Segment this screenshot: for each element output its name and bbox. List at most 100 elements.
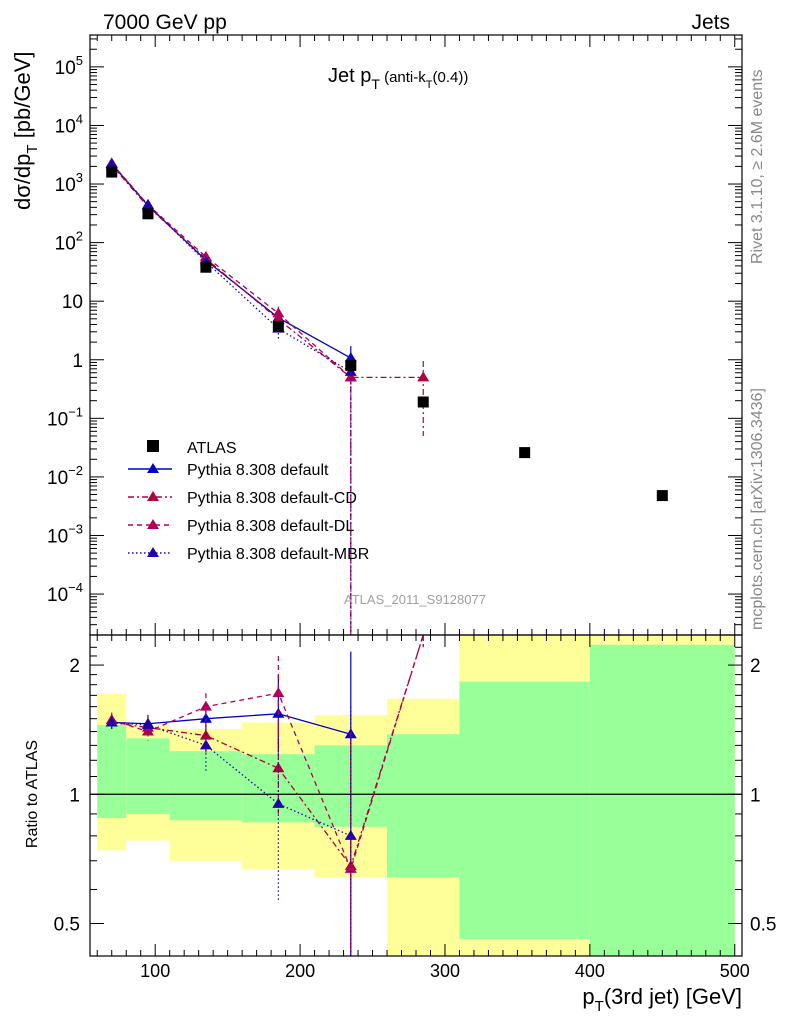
mcplots-reference-label: mcplots.cern.ch [arXiv:1306.3436] xyxy=(749,388,766,630)
ratio-band-green-2 xyxy=(169,751,243,821)
main-y-tick-label: 10−1 xyxy=(47,404,83,430)
main-y-axis-label-main: dσ/dp xyxy=(10,154,35,210)
ratio-y-tick-label-right: 2 xyxy=(750,656,761,677)
legend-atlas-marker xyxy=(147,440,159,452)
analysis-watermark: ATLAS_2011_S9128077 xyxy=(344,592,486,607)
legend-default-marker xyxy=(147,463,159,473)
ratio-band-green-6 xyxy=(459,681,590,940)
ratio-series-line-1 xyxy=(111,634,424,868)
ratio-uncertainty-bands xyxy=(97,635,735,956)
legend-mbr-marker xyxy=(147,547,159,557)
ratio-y-axis-label: Ratio to ATLAS xyxy=(24,740,41,848)
atlas-data-point xyxy=(519,447,531,459)
main-atlas-data xyxy=(106,166,668,502)
ratio-series-line-3 xyxy=(111,721,352,837)
legend-default-label: Pythia 8.308 default xyxy=(187,462,329,479)
x-axis-label: pT(3rd jet) [GeV] xyxy=(582,984,742,1015)
x-tick-label: 500 xyxy=(720,961,750,981)
header-energy-label: 7000 GeV pp xyxy=(103,11,227,34)
legend-entry-default: Pythia 8.308 default xyxy=(128,462,329,479)
main-y-tick-label: 105 xyxy=(55,53,83,79)
x-tick-label: 300 xyxy=(430,961,460,981)
main-y-tick-label: 10−3 xyxy=(47,521,83,547)
main-series-point-1 xyxy=(417,371,430,382)
legend-entry-dl: Pythia 8.308 default-DL xyxy=(128,518,354,535)
atlas-data-point xyxy=(417,396,429,408)
ratio-series-point-2 xyxy=(272,687,285,698)
legend-atlas-label: ATLAS xyxy=(187,440,237,457)
plot-title-rest: (anti-k xyxy=(380,69,426,86)
atlas-data-point xyxy=(345,359,357,371)
legend-dl-marker xyxy=(147,519,159,529)
ratio-series-line-2 xyxy=(111,634,424,871)
main-y-axis-label-sub: T xyxy=(24,144,41,153)
main-series-point-3 xyxy=(105,157,118,168)
main-series-line-3 xyxy=(111,163,352,373)
x-tick-label: 100 xyxy=(140,961,170,981)
legend-cd-marker xyxy=(147,491,159,501)
ratio-series-point-2 xyxy=(141,725,154,736)
ratio-series-point-0 xyxy=(199,712,212,723)
main-y-tick-label: 10 xyxy=(62,292,83,313)
plot-title-sub2: T xyxy=(426,79,433,91)
legend: ATLAS Pythia 8.308 default Pythia 8.308 … xyxy=(128,440,369,563)
ratio-series-point-3 xyxy=(344,829,357,840)
ratio-y-tick-label: 2 xyxy=(69,656,80,677)
ratio-band-green-5 xyxy=(387,734,460,878)
main-y-tick-label: 103 xyxy=(55,170,83,196)
atlas-data-point xyxy=(106,166,118,178)
atlas-data-point xyxy=(656,490,668,502)
plot-title-main: Jet p xyxy=(328,65,371,87)
main-series-point-0 xyxy=(344,352,357,363)
ratio-series-point-3 xyxy=(199,739,212,750)
ratio-axis-ticks: 100 200 300 400 500 0.5 0.5 1 1 2 2 xyxy=(54,635,776,981)
main-series-point-2 xyxy=(272,307,285,318)
atlas-data-point xyxy=(200,261,212,273)
legend-entry-mbr: Pythia 8.308 default-MBR xyxy=(128,546,369,563)
main-series-point-2 xyxy=(344,371,357,382)
main-mc-series xyxy=(105,157,430,635)
plot-title-sub1: T xyxy=(371,76,380,92)
main-plot-frame xyxy=(89,34,743,636)
main-y-axis-label: dσ/dpT [pb/GeV] xyxy=(10,51,41,210)
ratio-series-point-3 xyxy=(272,797,285,808)
x-tick-label: 200 xyxy=(285,961,315,981)
ratio-band-green-1 xyxy=(126,738,170,814)
main-y-tick-label: 10−2 xyxy=(47,463,83,489)
ratio-y-tick-label-right: 0.5 xyxy=(750,914,776,935)
main-series-line-0 xyxy=(111,163,352,359)
main-series-point-3 xyxy=(141,198,154,209)
ratio-y-tick-label: 0.5 xyxy=(54,914,80,935)
rivet-version-label: Rivet 3.1.10, ≥ 2.6M events xyxy=(749,69,766,264)
ratio-series-point-3 xyxy=(105,716,118,727)
ratio-y-tick-label-right: 1 xyxy=(750,785,761,806)
main-y-tick-label: 10−4 xyxy=(47,580,83,606)
legend-dl-label: Pythia 8.308 default-DL xyxy=(187,518,354,535)
ratio-series-point-3 xyxy=(141,719,154,730)
ratio-mc-series xyxy=(105,634,424,956)
plot-title: Jet pT (anti-kT(0.4)) xyxy=(328,65,468,92)
main-y-axis-label-tail: [pb/GeV] xyxy=(10,51,35,144)
ratio-plot-frame xyxy=(89,634,743,957)
main-y-tick-label: 102 xyxy=(55,229,83,255)
legend-entry-cd: Pythia 8.308 default-CD xyxy=(128,490,357,507)
x-axis-label-tail: (3rd jet) [GeV] xyxy=(604,984,742,1009)
ratio-series-point-2 xyxy=(199,700,212,711)
atlas-data-point xyxy=(272,320,284,332)
legend-cd-label: Pythia 8.308 default-CD xyxy=(187,490,357,507)
ratio-y-tick-label: 1 xyxy=(69,785,80,806)
x-axis-label-sub: T xyxy=(595,998,604,1015)
plot-title-tail: (0.4)) xyxy=(433,69,469,86)
x-tick-label: 400 xyxy=(575,961,605,981)
legend-mbr-label: Pythia 8.308 default-MBR xyxy=(187,546,369,563)
ratio-band-green-7 xyxy=(589,644,735,956)
atlas-data-point xyxy=(142,208,154,220)
x-axis-label-main: p xyxy=(582,984,594,1009)
main-series-line-2 xyxy=(111,162,352,378)
ratio-band-green-0 xyxy=(97,725,127,819)
main-series-line-1 xyxy=(111,164,424,379)
main-y-tick-label: 104 xyxy=(55,111,83,137)
main-y-tick-label: 1 xyxy=(72,351,83,372)
